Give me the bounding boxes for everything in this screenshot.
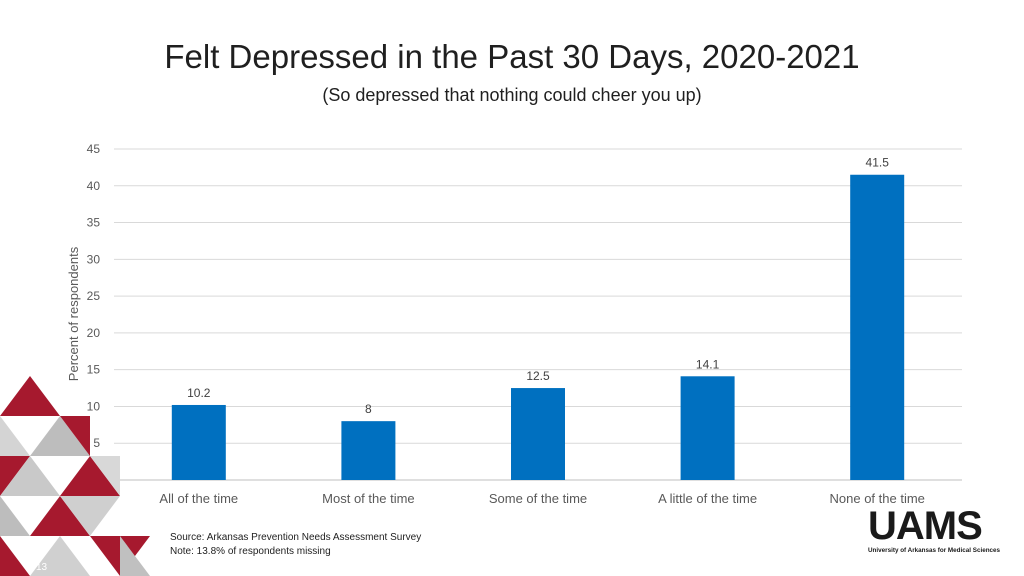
y-tick-label: 30 [87,252,101,266]
y-axis-label: Percent of respondents [66,246,81,381]
logo-wordmark: UAMS [868,504,983,548]
bar [341,421,396,480]
data-label: 8 [365,402,372,416]
data-label: 41.5 [866,156,890,170]
y-tick-label: 20 [87,326,101,340]
y-tick-label: 5 [93,436,100,450]
bar [850,174,905,480]
bar [680,376,735,480]
chart-subtitle: (So depressed that nothing could cheer y… [322,85,702,105]
missing-note: Note: 13.8% of respondents missing [170,546,331,557]
data-label: 10.2 [187,386,211,400]
bar [171,404,226,480]
y-tick-label: 45 [87,142,101,156]
data-label: 14.1 [696,357,720,371]
footnotes: Source: Arkansas Prevention Needs Assess… [170,531,421,559]
uams-logo: UAMS University of Arkansas for Medical … [868,504,1001,554]
y-tick-label: 15 [87,363,101,377]
data-label: 12.5 [526,369,550,383]
chart-title: Felt Depressed in the Past 30 Days, 2020… [164,38,860,75]
source-note: Source: Arkansas Prevention Needs Assess… [170,532,422,543]
y-tick-label: 40 [87,179,101,193]
x-tick-label: Some of the time [489,491,587,506]
x-tick-label: Most of the time [322,491,414,506]
x-tick-label: None of the time [830,491,925,506]
logo-tagline: University of Arkansas for Medical Scien… [868,547,1001,554]
y-tick-label: 25 [87,289,101,303]
x-tick-label: All of the time [159,491,238,506]
slide-number: 13 [36,562,48,573]
decorative-triangles [0,376,150,576]
y-tick-label: 10 [87,399,101,413]
bar [511,388,565,480]
y-tick-label: 35 [87,216,101,230]
x-tick-label: A little of the time [658,491,757,506]
